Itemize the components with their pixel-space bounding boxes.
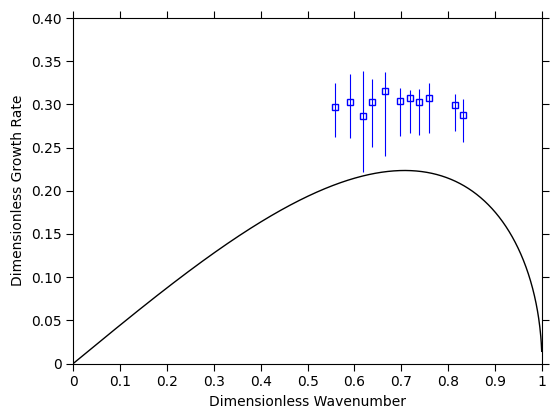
Y-axis label: Dimensionless Growth Rate: Dimensionless Growth Rate (11, 95, 25, 286)
X-axis label: Dimensionless Wavenumber: Dimensionless Wavenumber (209, 395, 406, 409)
